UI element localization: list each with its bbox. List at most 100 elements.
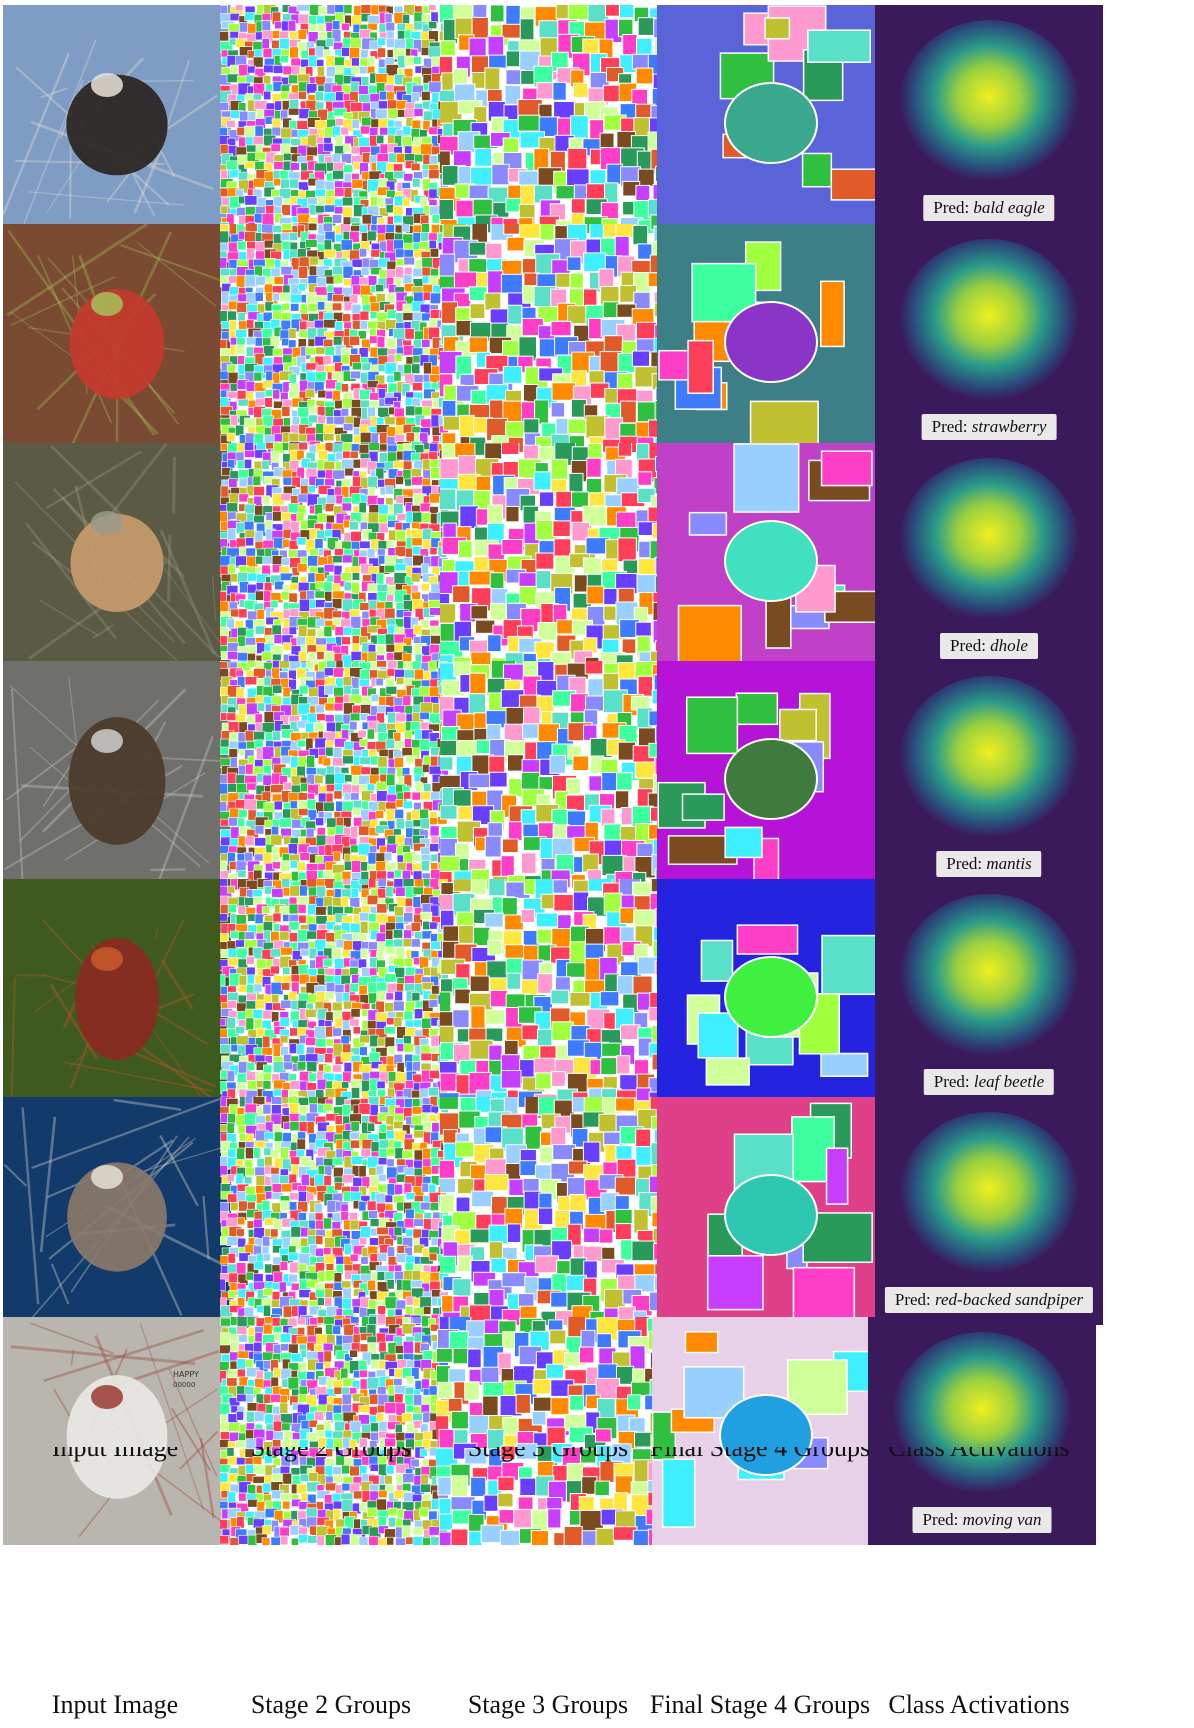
cell-image xyxy=(3,5,231,233)
cell-stage3-row-7 xyxy=(436,1317,664,1545)
cell-stage2-row-4 xyxy=(220,661,448,889)
photo-texture-stroke xyxy=(167,534,172,602)
segment-region xyxy=(705,1057,750,1086)
photo-texture-stroke xyxy=(170,1407,212,1472)
prediction-class: moving van xyxy=(962,1510,1042,1529)
cell-image xyxy=(440,5,668,233)
stage3-group-mosaic xyxy=(440,661,668,889)
cell-stage3-row-2 xyxy=(440,224,668,452)
segment-region xyxy=(779,708,817,742)
segment-region xyxy=(801,152,833,188)
photo-texture-stroke xyxy=(45,450,142,510)
prediction-class: strawberry xyxy=(971,417,1047,436)
cell-stage4-row-6 xyxy=(657,1097,885,1325)
photo-texture-stroke xyxy=(159,529,216,656)
photo-texture-stroke xyxy=(50,1263,70,1305)
segment-region xyxy=(807,29,871,63)
cell-image xyxy=(436,1317,664,1545)
caption-final-stage4-groups: Final Stage 4 Groups xyxy=(649,1690,871,1719)
photo-subject-highlight xyxy=(91,511,123,535)
stage2-group-mosaic xyxy=(220,879,448,1107)
caption-stage3-groups: Stage 3 Groups xyxy=(467,1690,629,1719)
prediction-prefix: Pred: xyxy=(933,198,970,217)
segment-region xyxy=(792,1266,856,1325)
photo-texture-stroke xyxy=(139,1323,205,1511)
cell-stage4-row-2 xyxy=(657,224,885,452)
prediction-label: Pred: leaf beetle xyxy=(923,1069,1055,1095)
segment-region xyxy=(687,339,714,394)
photo-texture-stroke xyxy=(20,39,97,233)
cell-image xyxy=(440,443,668,671)
photo-texture-stroke xyxy=(70,1349,75,1366)
photo-texture-stroke xyxy=(24,522,117,640)
photo-texture-stroke xyxy=(168,1368,218,1477)
segment-region xyxy=(706,1255,764,1311)
cell-image xyxy=(3,1097,231,1325)
cell-stage4-row-4 xyxy=(657,661,885,889)
cell-stage2-row-1 xyxy=(220,5,448,233)
prediction-label: Pred: red-backed sandpiper xyxy=(884,1287,1094,1313)
photo-texture-stroke xyxy=(62,1001,77,1029)
segment-region xyxy=(724,826,763,859)
truck-label-line2: 00000 xyxy=(173,1381,195,1389)
stage3-group-mosaic xyxy=(440,879,668,1107)
activation-heatmap xyxy=(892,1332,1072,1502)
prediction-class: mantis xyxy=(986,854,1032,873)
segment-region xyxy=(736,924,799,955)
segment-region xyxy=(661,1458,696,1528)
segment-region xyxy=(735,692,779,726)
segment-region xyxy=(677,604,743,665)
segment-object xyxy=(724,301,818,383)
truck-label-line1: HAPPY xyxy=(173,1370,199,1379)
segment-object xyxy=(724,520,818,602)
photo-subject xyxy=(67,1162,167,1272)
cell-input-row-4 xyxy=(3,661,231,889)
photo-subject xyxy=(75,937,159,1061)
photo-texture-stroke xyxy=(21,1107,40,1305)
activation-heatmap xyxy=(899,894,1079,1064)
cell-image xyxy=(440,1097,668,1325)
segment-region xyxy=(820,280,845,348)
cell-image xyxy=(657,443,885,671)
prediction-class: leaf beetle xyxy=(973,1072,1045,1091)
caption-input-image: Input Image xyxy=(51,1690,179,1719)
cell-stage3-row-6 xyxy=(440,1097,668,1325)
stage2-group-mosaic xyxy=(220,1097,448,1325)
stage2-group-mosaic xyxy=(220,224,448,452)
photo-subject xyxy=(66,74,168,176)
cell-image xyxy=(220,443,448,671)
photo-texture-stroke xyxy=(120,244,230,285)
photo-texture-stroke xyxy=(113,1098,182,1111)
photo-subject xyxy=(69,288,165,400)
photo-texture-stroke xyxy=(5,738,89,801)
photo-texture-stroke xyxy=(199,1437,215,1519)
photo-texture-stroke xyxy=(3,1163,28,1187)
stage3-group-mosaic xyxy=(440,443,668,671)
cell-stage3-row-1 xyxy=(440,5,668,233)
activation-heatmap xyxy=(899,676,1079,846)
cell-image xyxy=(657,224,885,452)
photo-texture-stroke xyxy=(179,1430,219,1470)
photo-subject-highlight xyxy=(91,1165,123,1189)
photo-texture-stroke xyxy=(156,735,214,885)
photo-texture-stroke xyxy=(3,52,71,216)
cell-image xyxy=(220,5,448,233)
cell-stage2-row-6 xyxy=(220,1097,448,1325)
activation-heatmap xyxy=(899,458,1079,628)
cell-image xyxy=(3,661,231,889)
cell-stage2-row-5 xyxy=(220,879,448,1107)
prediction-label: Pred: moving van xyxy=(912,1507,1052,1533)
photo-texture-stroke xyxy=(202,1195,210,1260)
prediction-prefix: Pred: xyxy=(933,1072,970,1091)
stage3-group-mosaic xyxy=(436,1317,664,1545)
cell-stage4-row-1 xyxy=(657,5,885,233)
cell-input-row-1 xyxy=(3,5,231,233)
cell-image xyxy=(657,1097,885,1325)
prediction-label: Pred: dhole xyxy=(940,633,1038,659)
segment-region xyxy=(733,443,800,513)
prediction-prefix: Pred: xyxy=(950,636,986,655)
photo-texture-stroke xyxy=(6,224,148,317)
cell-input-row-7: HAPPY 00000 xyxy=(3,1317,231,1545)
prediction-class: red-backed sandpiper xyxy=(935,1290,1084,1309)
segment-region xyxy=(688,511,728,536)
